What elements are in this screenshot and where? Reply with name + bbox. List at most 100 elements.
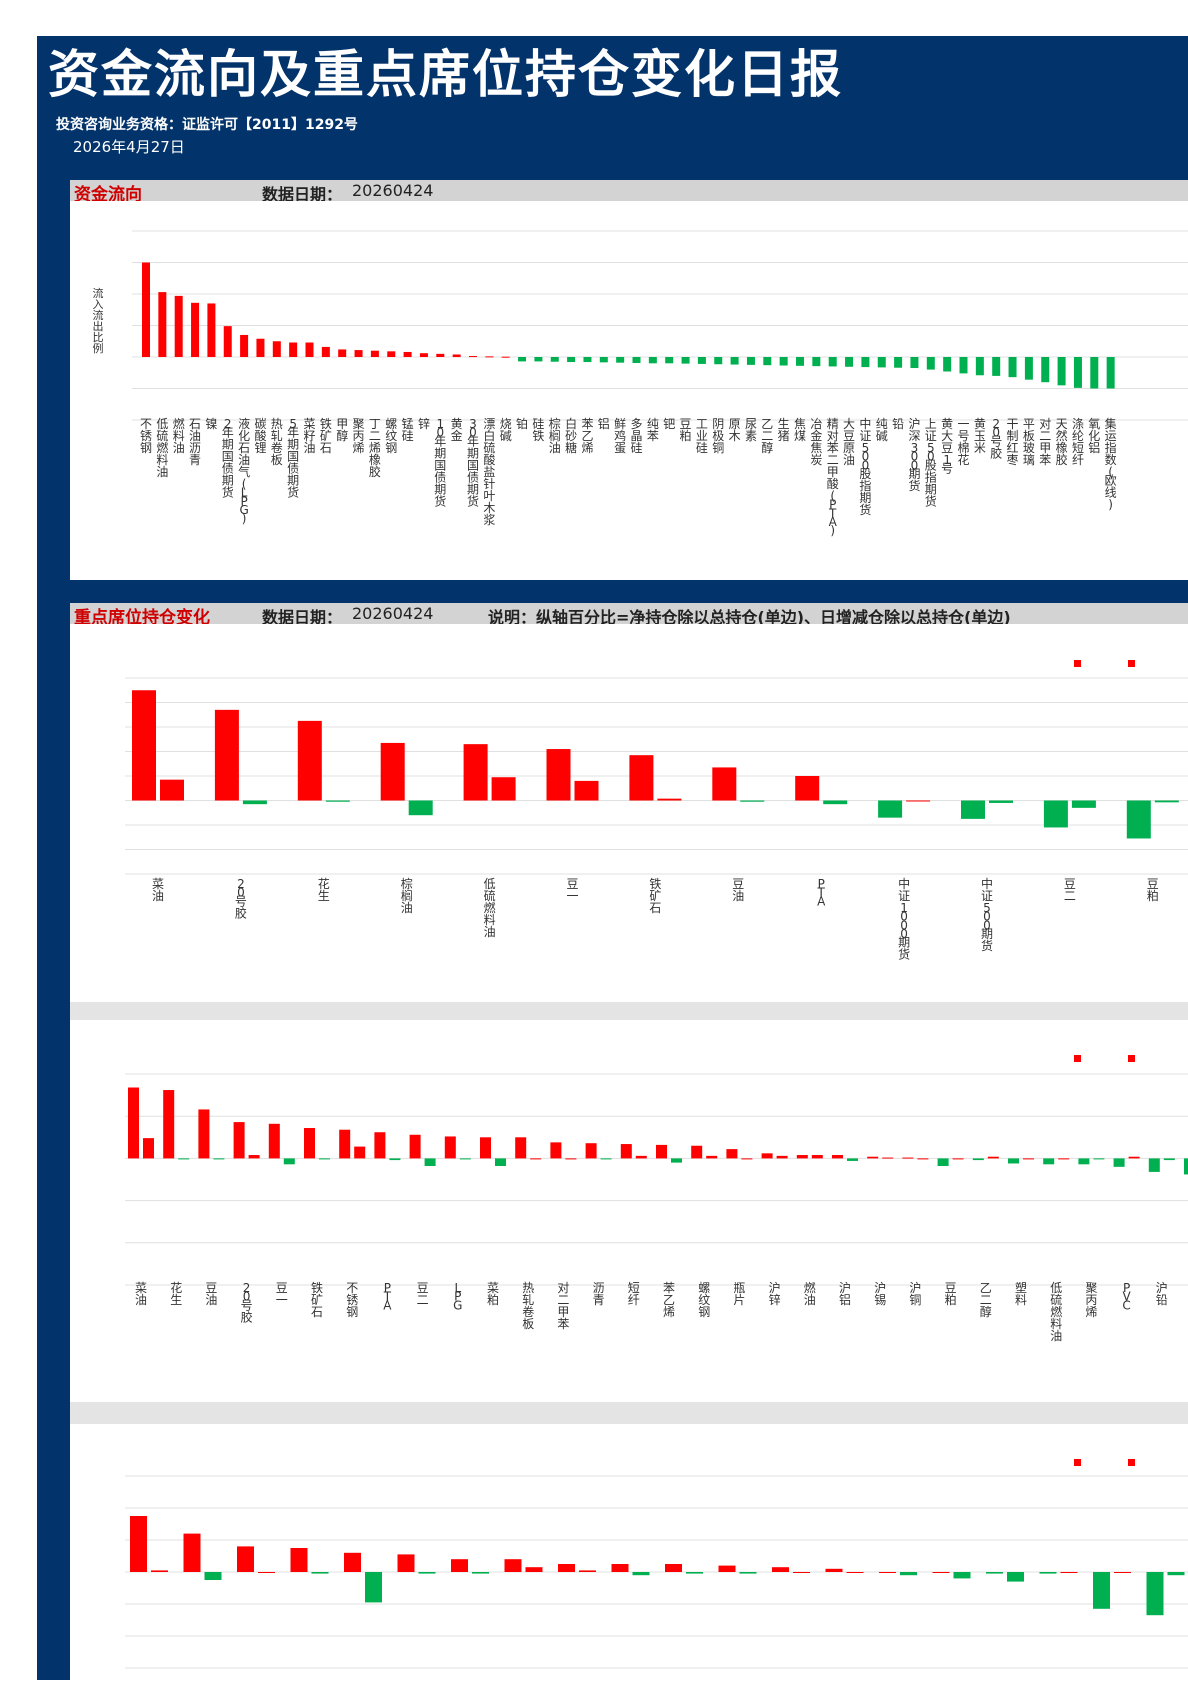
bar [418, 1572, 436, 1574]
bar [846, 1572, 864, 1573]
bar [1090, 357, 1099, 389]
bar [632, 1572, 650, 1576]
bar [1146, 1572, 1164, 1616]
bar [204, 1572, 222, 1580]
legend-swatch [1074, 660, 1081, 667]
x-tick-label: 菜油 [152, 877, 164, 903]
x-tick-label: 5 年期国债期货 [287, 417, 299, 500]
bar [550, 1142, 562, 1159]
x-tick-label: 铂 [516, 416, 528, 431]
x-tick-label: 棕榈油 [549, 416, 561, 455]
bar [289, 342, 298, 357]
bar [403, 351, 412, 357]
x-tick-label: 沪深 3 0 0 期货 [908, 417, 920, 493]
bar [961, 800, 985, 819]
section-header-fund-flow: 资金流向 数据日期： 20260424 [70, 180, 1188, 205]
x-tick-label: 钯 [663, 417, 675, 431]
bar [344, 1552, 361, 1572]
bar [845, 357, 854, 367]
bar [1060, 1572, 1078, 1573]
bar [546, 749, 571, 801]
bar [515, 1137, 527, 1159]
x-tick-label: 涤纶短纤 [1072, 417, 1084, 467]
x-tick-label: 对二甲苯 [557, 1281, 569, 1331]
bar [600, 1158, 612, 1160]
legend-swatch [1128, 660, 1135, 667]
bar [632, 357, 641, 363]
x-tick-label: 纯碱 [876, 417, 888, 443]
bar [178, 1158, 190, 1160]
x-tick-label: 螺纹钢 [698, 1281, 710, 1319]
bar [1043, 1158, 1055, 1165]
bar [207, 303, 216, 357]
bar [142, 262, 150, 357]
bar [579, 1570, 596, 1572]
bar [550, 357, 559, 362]
x-tick-label: 苯乙烯 [581, 417, 593, 455]
bar [191, 302, 200, 357]
x-tick-label: 热轧卷板 [522, 1281, 534, 1331]
bar [832, 1155, 843, 1159]
bar [567, 357, 576, 363]
date-value: 20260424 [352, 604, 434, 623]
bar [900, 1572, 917, 1576]
bar [1093, 1158, 1105, 1160]
x-tick-label: 硅铁 [532, 417, 544, 443]
x-tick-label: 沪锡 [874, 1281, 886, 1307]
bar [463, 744, 488, 801]
bar [223, 326, 232, 357]
bar [1128, 1156, 1140, 1159]
bar [387, 351, 396, 357]
bar [504, 1559, 522, 1572]
bar [712, 767, 737, 801]
date-value: 20260424 [352, 181, 434, 200]
bar [686, 1572, 703, 1574]
bar [237, 1546, 254, 1572]
bar [828, 357, 837, 367]
date-label: 数据日期： [262, 185, 343, 204]
bar [861, 357, 870, 368]
x-tick-label: 中证 1 0 0 0 期货 [898, 876, 910, 962]
bar [811, 1155, 823, 1159]
bar [906, 800, 931, 802]
bar [304, 1128, 315, 1159]
x-tick-label: 低硫燃料油 [484, 877, 496, 939]
ubs-panel [70, 1424, 1188, 1680]
bar [779, 357, 788, 366]
x-tick-label: 铁矿石 [649, 877, 661, 915]
fund-flow-panel: 流入流出比例 不锈钢 低硫燃料油 燃料油 石油沥青镍 2 年期国债期货 液化石油气(L P G) 碳… [70, 201, 1188, 580]
bar [772, 1567, 789, 1572]
x-tick-label: 豆一 [276, 1281, 288, 1307]
bar [877, 357, 886, 368]
x-tick-label: 沪铜 [909, 1281, 921, 1307]
bar [1073, 357, 1082, 388]
bar [796, 357, 804, 366]
bar [1106, 357, 1115, 389]
bar [932, 1572, 950, 1573]
bar [297, 720, 322, 801]
bar [472, 1572, 489, 1574]
x-tick-label: 天然橡胶 [1056, 417, 1068, 467]
bar [740, 800, 765, 802]
bar [163, 1090, 175, 1159]
bar [937, 1158, 949, 1166]
x-tick-label: 纯苯 [647, 417, 659, 443]
bar [213, 1158, 225, 1160]
bar [629, 755, 654, 801]
x-tick-label: 黄玉米 [974, 417, 986, 455]
bar [665, 357, 674, 364]
x-tick-label: 焦煤 [794, 417, 806, 443]
x-tick-label: 2 0 号胶 [235, 877, 247, 920]
bar [525, 1567, 543, 1572]
bar [389, 1158, 401, 1161]
bar [1041, 357, 1050, 383]
bar [943, 357, 952, 372]
section-header-positions: 重点席位持仓变化 数据日期： 20260424 说明：纵轴百分比=净持仓除以总持… [70, 603, 1188, 628]
bar [972, 1158, 984, 1161]
x-tick-label: 氧化铝 [1088, 417, 1100, 455]
bar [926, 357, 935, 370]
bar [1163, 1158, 1175, 1161]
x-tick-label: 石油沥青 [189, 417, 201, 467]
bar [143, 1138, 154, 1159]
